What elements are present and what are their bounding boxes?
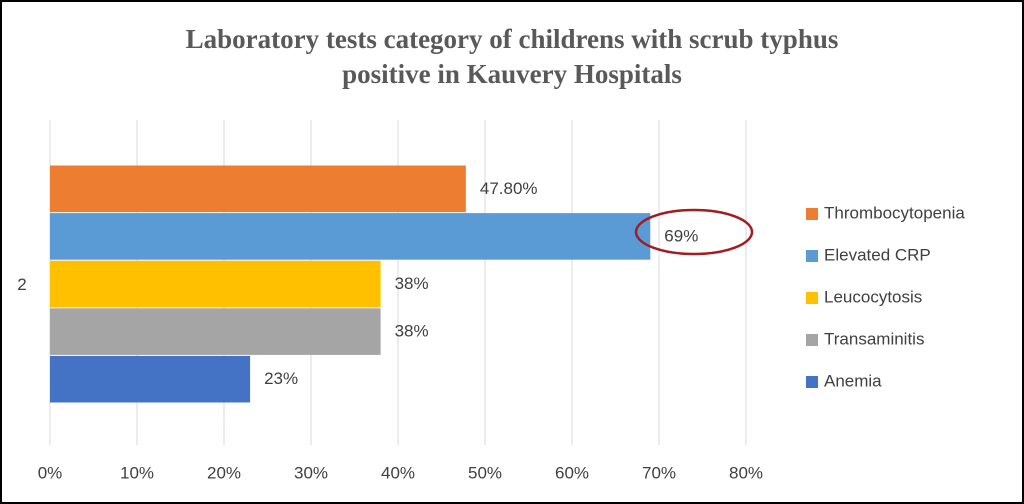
value-label: 38% — [395, 274, 429, 293]
x-tick-label: 60% — [555, 463, 589, 482]
legend-swatch — [806, 334, 818, 346]
bar — [50, 165, 466, 213]
legend-label: Leucocytosis — [824, 287, 922, 306]
x-tick-label: 80% — [729, 463, 763, 482]
legend-label: Transaminitis — [824, 329, 924, 348]
value-label: 23% — [264, 369, 298, 388]
legend-swatch — [806, 208, 818, 220]
x-tick-label: 10% — [120, 463, 154, 482]
legend-swatch — [806, 250, 818, 262]
x-tick-label: 70% — [642, 463, 676, 482]
legend-label: Anemia — [824, 371, 882, 390]
legend-swatch — [806, 376, 818, 388]
bar — [50, 260, 381, 308]
bar — [50, 355, 251, 403]
bar — [50, 213, 651, 260]
chart-title: positive in Kauvery Hospitals — [342, 59, 682, 89]
x-tick-label: 30% — [294, 463, 328, 482]
x-tick-label: 50% — [468, 463, 502, 482]
value-label: 38% — [395, 322, 429, 341]
highlight-ellipse — [634, 208, 754, 256]
y-tick-label: 2 — [17, 275, 26, 294]
legend-label: Thrombocytopenia — [824, 203, 965, 222]
x-tick-label: 40% — [381, 463, 415, 482]
value-label: 69% — [664, 226, 698, 245]
value-label: 47.80% — [480, 179, 538, 198]
legend-label: Elevated CRP — [824, 245, 931, 264]
chart-title: Laboratory tests category of childrens w… — [186, 24, 839, 54]
x-tick-label: 20% — [207, 463, 241, 482]
legend-swatch — [806, 292, 818, 304]
bar — [50, 308, 381, 355]
bars — [50, 165, 651, 403]
x-tick-label: 0% — [38, 463, 63, 482]
